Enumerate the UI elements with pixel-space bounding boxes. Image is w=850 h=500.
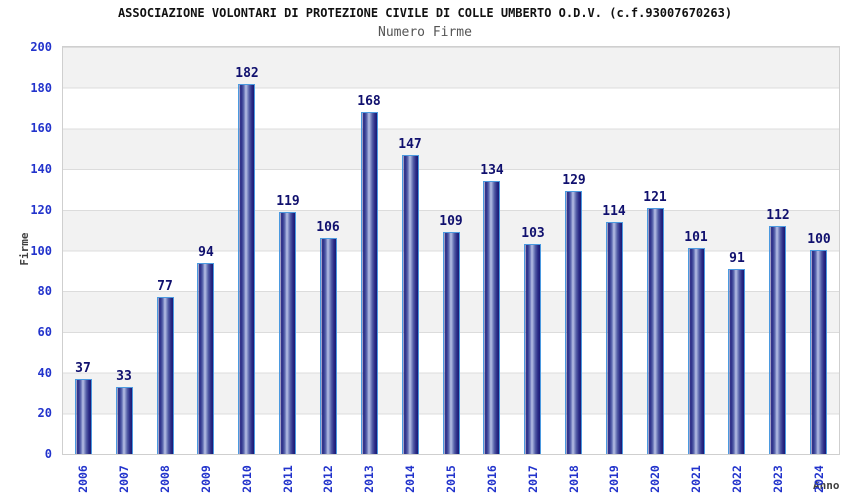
x-tick-label-2016: 2016 — [485, 465, 499, 493]
chart-subtitle: Numero Firme — [378, 25, 472, 40]
x-tick-label-2010: 2010 — [240, 465, 254, 493]
y-tick-label-200: 200 — [30, 40, 52, 54]
x-tick-label-2018: 2018 — [567, 465, 581, 493]
bar-2007[interactable] — [116, 387, 133, 454]
x-tick-label-2009: 2009 — [199, 465, 213, 493]
bar-value-label-2010: 182 — [235, 66, 259, 81]
y-tick-label-0: 0 — [44, 447, 52, 461]
bar-value-label-2024: 100 — [807, 232, 831, 247]
bar-2008[interactable] — [157, 297, 174, 454]
bar-value-label-2020: 121 — [643, 190, 667, 205]
bar-2014[interactable] — [402, 155, 419, 454]
bar-value-label-2018: 129 — [562, 173, 586, 188]
bar-2023[interactable] — [769, 226, 786, 454]
x-tick-label-2013: 2013 — [362, 465, 376, 493]
y-tick-label-100: 100 — [30, 243, 52, 258]
bar-2009[interactable] — [197, 263, 214, 454]
bar-2006[interactable] — [75, 379, 92, 454]
y-tick-label-160: 160 — [30, 121, 52, 136]
bar-value-label-2022: 91 — [729, 251, 745, 266]
x-tick-label-2020: 2020 — [648, 465, 662, 493]
bar-2019[interactable] — [606, 222, 623, 454]
x-axis-title: Anno — [813, 479, 840, 492]
bar-2020[interactable] — [647, 208, 664, 454]
bar-value-label-2023: 112 — [766, 208, 790, 223]
y-tick-label-180: 180 — [30, 80, 52, 95]
bar-value-label-2019: 114 — [602, 204, 626, 219]
bar-value-label-2015: 109 — [439, 214, 463, 229]
x-tick-label-2012: 2012 — [321, 465, 335, 493]
x-tick-label-2022: 2022 — [730, 465, 744, 493]
y-tick-label-20: 20 — [37, 406, 52, 421]
plot-area: 37 33 77 94 182 119 106 168 147 109 134 103 129 114 12… — [62, 46, 840, 455]
x-tick-label-2008: 2008 — [158, 465, 172, 493]
bar-value-label-2009: 94 — [198, 245, 214, 260]
bar-2024[interactable] — [810, 250, 827, 454]
bar-2018[interactable] — [565, 191, 582, 454]
y-tick-label-40: 40 — [37, 365, 52, 380]
y-tick-label-120: 120 — [30, 202, 52, 217]
bar-2010[interactable] — [238, 84, 255, 454]
bar-2013[interactable] — [361, 112, 378, 454]
bar-value-label-2017: 103 — [521, 226, 545, 241]
x-tick-label-2023: 2023 — [771, 465, 785, 493]
bar-value-label-2021: 101 — [684, 230, 708, 245]
bar-2015[interactable] — [443, 232, 460, 454]
x-tick-label-2006: 2006 — [76, 465, 90, 493]
bar-2016[interactable] — [483, 181, 500, 454]
bar-value-label-2006: 37 — [75, 361, 91, 376]
bar-value-label-2014: 147 — [398, 137, 422, 152]
bar-2022[interactable] — [728, 269, 745, 454]
y-tick-label-140: 140 — [30, 162, 52, 177]
x-tick-label-2021: 2021 — [689, 465, 703, 493]
x-tick-label-2014: 2014 — [403, 465, 417, 493]
x-tick-label-2019: 2019 — [607, 465, 621, 493]
bar-2012[interactable] — [320, 238, 337, 454]
x-tick-label-2011: 2011 — [281, 465, 295, 493]
bar-2021[interactable] — [688, 248, 705, 454]
x-tick-label-2017: 2017 — [526, 465, 540, 493]
bar-value-label-2008: 77 — [157, 279, 173, 294]
x-tick-label-2024: 2024 — [812, 465, 826, 493]
y-tick-label-80: 80 — [37, 284, 52, 299]
bar-2017[interactable] — [524, 244, 541, 454]
y-tick-label-60: 60 — [37, 324, 52, 339]
bar-value-label-2013: 168 — [357, 94, 381, 109]
x-tick-label-2015: 2015 — [444, 465, 458, 493]
x-tick-label-2007: 2007 — [117, 465, 131, 493]
chart-title: ASSOCIAZIONE VOLONTARI DI PROTEZIONE CIV… — [117, 6, 733, 20]
bar-2011[interactable] — [279, 212, 296, 454]
bar-value-label-2012: 106 — [316, 220, 340, 235]
bar-value-label-2011: 119 — [276, 194, 300, 209]
bar-value-label-2016: 134 — [480, 163, 504, 178]
bar-value-label-2007: 33 — [116, 369, 132, 384]
